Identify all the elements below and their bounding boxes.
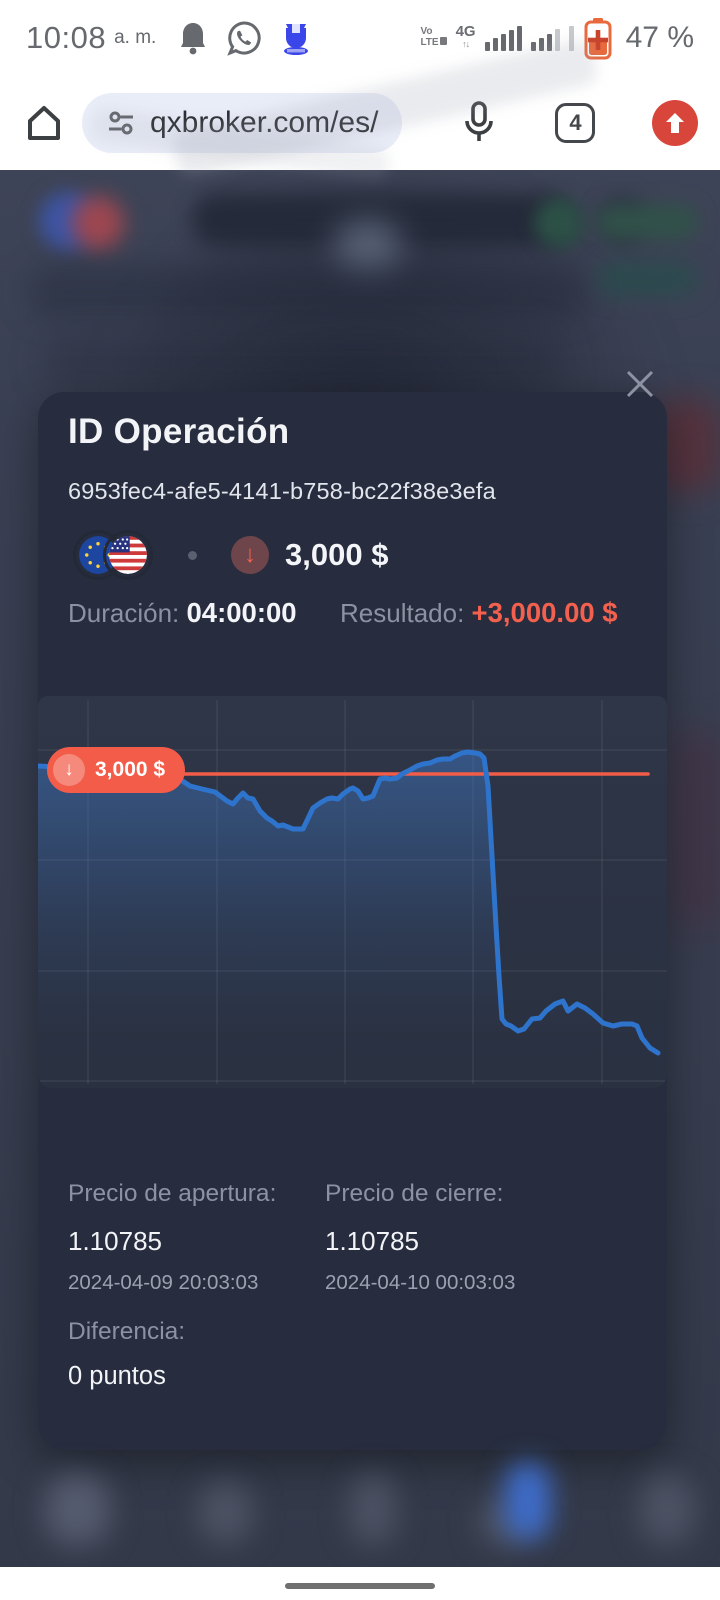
open-price-label: Precio de apertura: — [68, 1180, 277, 1207]
price-area — [38, 752, 658, 1088]
price-line — [38, 749, 661, 1056]
url-bar[interactable]: qxbroker.com/es/ — [82, 92, 403, 153]
close-price-label: Precio de cierre: — [325, 1180, 504, 1207]
pair-row: ↓ 3,000 $ — [76, 530, 388, 580]
mic-icon[interactable] — [459, 99, 499, 147]
flag-us-icon — [109, 536, 147, 574]
blurred-green-button — [596, 204, 698, 240]
duration-block: Duración: 04:00:00 — [68, 596, 340, 630]
open-price-block: Precio de apertura: 1.10785 2024-04-09 2… — [68, 1180, 276, 1295]
close-price-time: 2024-04-10 00:03:03 — [325, 1271, 516, 1294]
blurred-nav-item — [198, 1482, 253, 1544]
status-time: 10:08 — [26, 19, 107, 55]
battery-icon — [584, 17, 612, 59]
operation-details-modal: ID Operación 6953fec4-afe5-4141-b758-bc2… — [38, 392, 667, 1450]
difference-label: Diferencia: — [68, 1318, 186, 1345]
result-value: +3,000.00 $ — [471, 597, 618, 628]
gesture-bar-area — [0, 1567, 720, 1600]
blurred-red-blob — [668, 730, 720, 930]
url-text[interactable]: qxbroker.com/es/ — [150, 105, 379, 139]
blurred-nav-item — [640, 1475, 695, 1545]
direction-down-icon: ↓ — [231, 536, 269, 574]
modal-title: ID Operación — [68, 412, 290, 451]
open-price-time: 2024-04-09 20:03:03 — [68, 1271, 259, 1294]
difference-block: Diferencia: 0 puntos — [68, 1318, 185, 1391]
home-icon[interactable] — [22, 101, 66, 145]
open-price-value: 1.10785 — [68, 1226, 162, 1256]
close-price-block: Precio de cierre: 1.10785 2024-04-10 00:… — [325, 1180, 515, 1295]
price-chart-svg — [38, 700, 667, 1088]
difference-value: 0 puntos — [68, 1362, 166, 1390]
battery-percent: 47 % — [625, 20, 694, 54]
signal-bars-sim1 — [484, 25, 522, 51]
strike-badge-label: 3,000 $ — [95, 758, 166, 781]
blurred-green-circle — [534, 198, 584, 248]
bell-icon — [181, 22, 206, 54]
duration-result-row: Duración: 04:00:00 Resultado: +3,000.00 … — [68, 596, 637, 630]
blurred-text-row — [44, 334, 564, 390]
duration-value: 04:00:00 — [186, 597, 297, 628]
update-icon[interactable] — [651, 99, 698, 146]
status-meridiem: a. m. — [114, 26, 157, 48]
signal-bar-extra — [568, 25, 574, 51]
result-block: Resultado: +3,000.00 $ — [340, 596, 637, 630]
close-icon[interactable] — [622, 366, 658, 402]
volte-indicator: Vo LTE — [420, 27, 447, 48]
pair-separator-dot — [188, 550, 197, 560]
page-backdrop: ID Operación 6953fec4-afe5-4141-b758-bc2… — [0, 170, 720, 1567]
mobile-data-indicator: 4G ↑↓ — [455, 22, 476, 49]
result-label: Resultado: — [340, 598, 465, 628]
strike-price-badge: ↓ 3,000 $ — [47, 747, 186, 793]
site-settings-icon[interactable] — [106, 108, 136, 138]
blurred-text-row — [28, 266, 588, 318]
close-price-value: 1.10785 — [325, 1226, 419, 1256]
whatsapp-icon — [227, 20, 261, 56]
blue-app-icon — [284, 23, 309, 55]
blurred-light-blob — [335, 220, 401, 272]
blurred-pair-flags — [72, 196, 124, 250]
blurred-nav-item-active — [505, 1462, 551, 1540]
blurred-green-button — [596, 262, 698, 296]
arrow-down-icon: ↓ — [53, 754, 85, 786]
browser-toolbar: qxbroker.com/es/ 4 — [0, 37, 720, 182]
operation-id: 6953fec4-afe5-4141-b758-bc22f38e3efa — [68, 478, 496, 504]
signal-bars-sim2 — [530, 25, 560, 51]
blurred-nav-item — [45, 1475, 110, 1545]
price-chart: ↓ 3,000 $ — [38, 696, 667, 1088]
status-bar: 10:08 a. m. Vo LTE 4G — [0, 0, 720, 75]
bet-amount: 3,000 $ — [285, 537, 389, 572]
blurred-nav-item — [350, 1475, 396, 1545]
home-indicator[interactable] — [285, 1583, 435, 1589]
tab-counter[interactable]: 4 — [555, 102, 596, 143]
duration-label: Duración: — [68, 598, 180, 628]
